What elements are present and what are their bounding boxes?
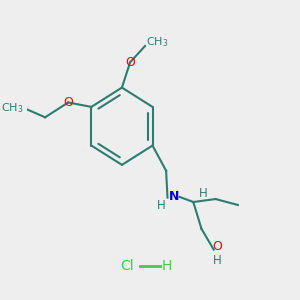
Text: H: H (199, 187, 208, 200)
Text: H: H (213, 254, 221, 267)
Text: H: H (162, 259, 172, 273)
Text: H: H (157, 200, 166, 212)
Text: O: O (212, 239, 222, 253)
Text: N: N (169, 190, 179, 202)
Text: CH$_3$: CH$_3$ (1, 101, 23, 115)
Text: Cl: Cl (121, 259, 134, 273)
Text: CH$_3$: CH$_3$ (146, 35, 169, 49)
Text: O: O (125, 56, 135, 69)
Text: O: O (63, 96, 73, 109)
